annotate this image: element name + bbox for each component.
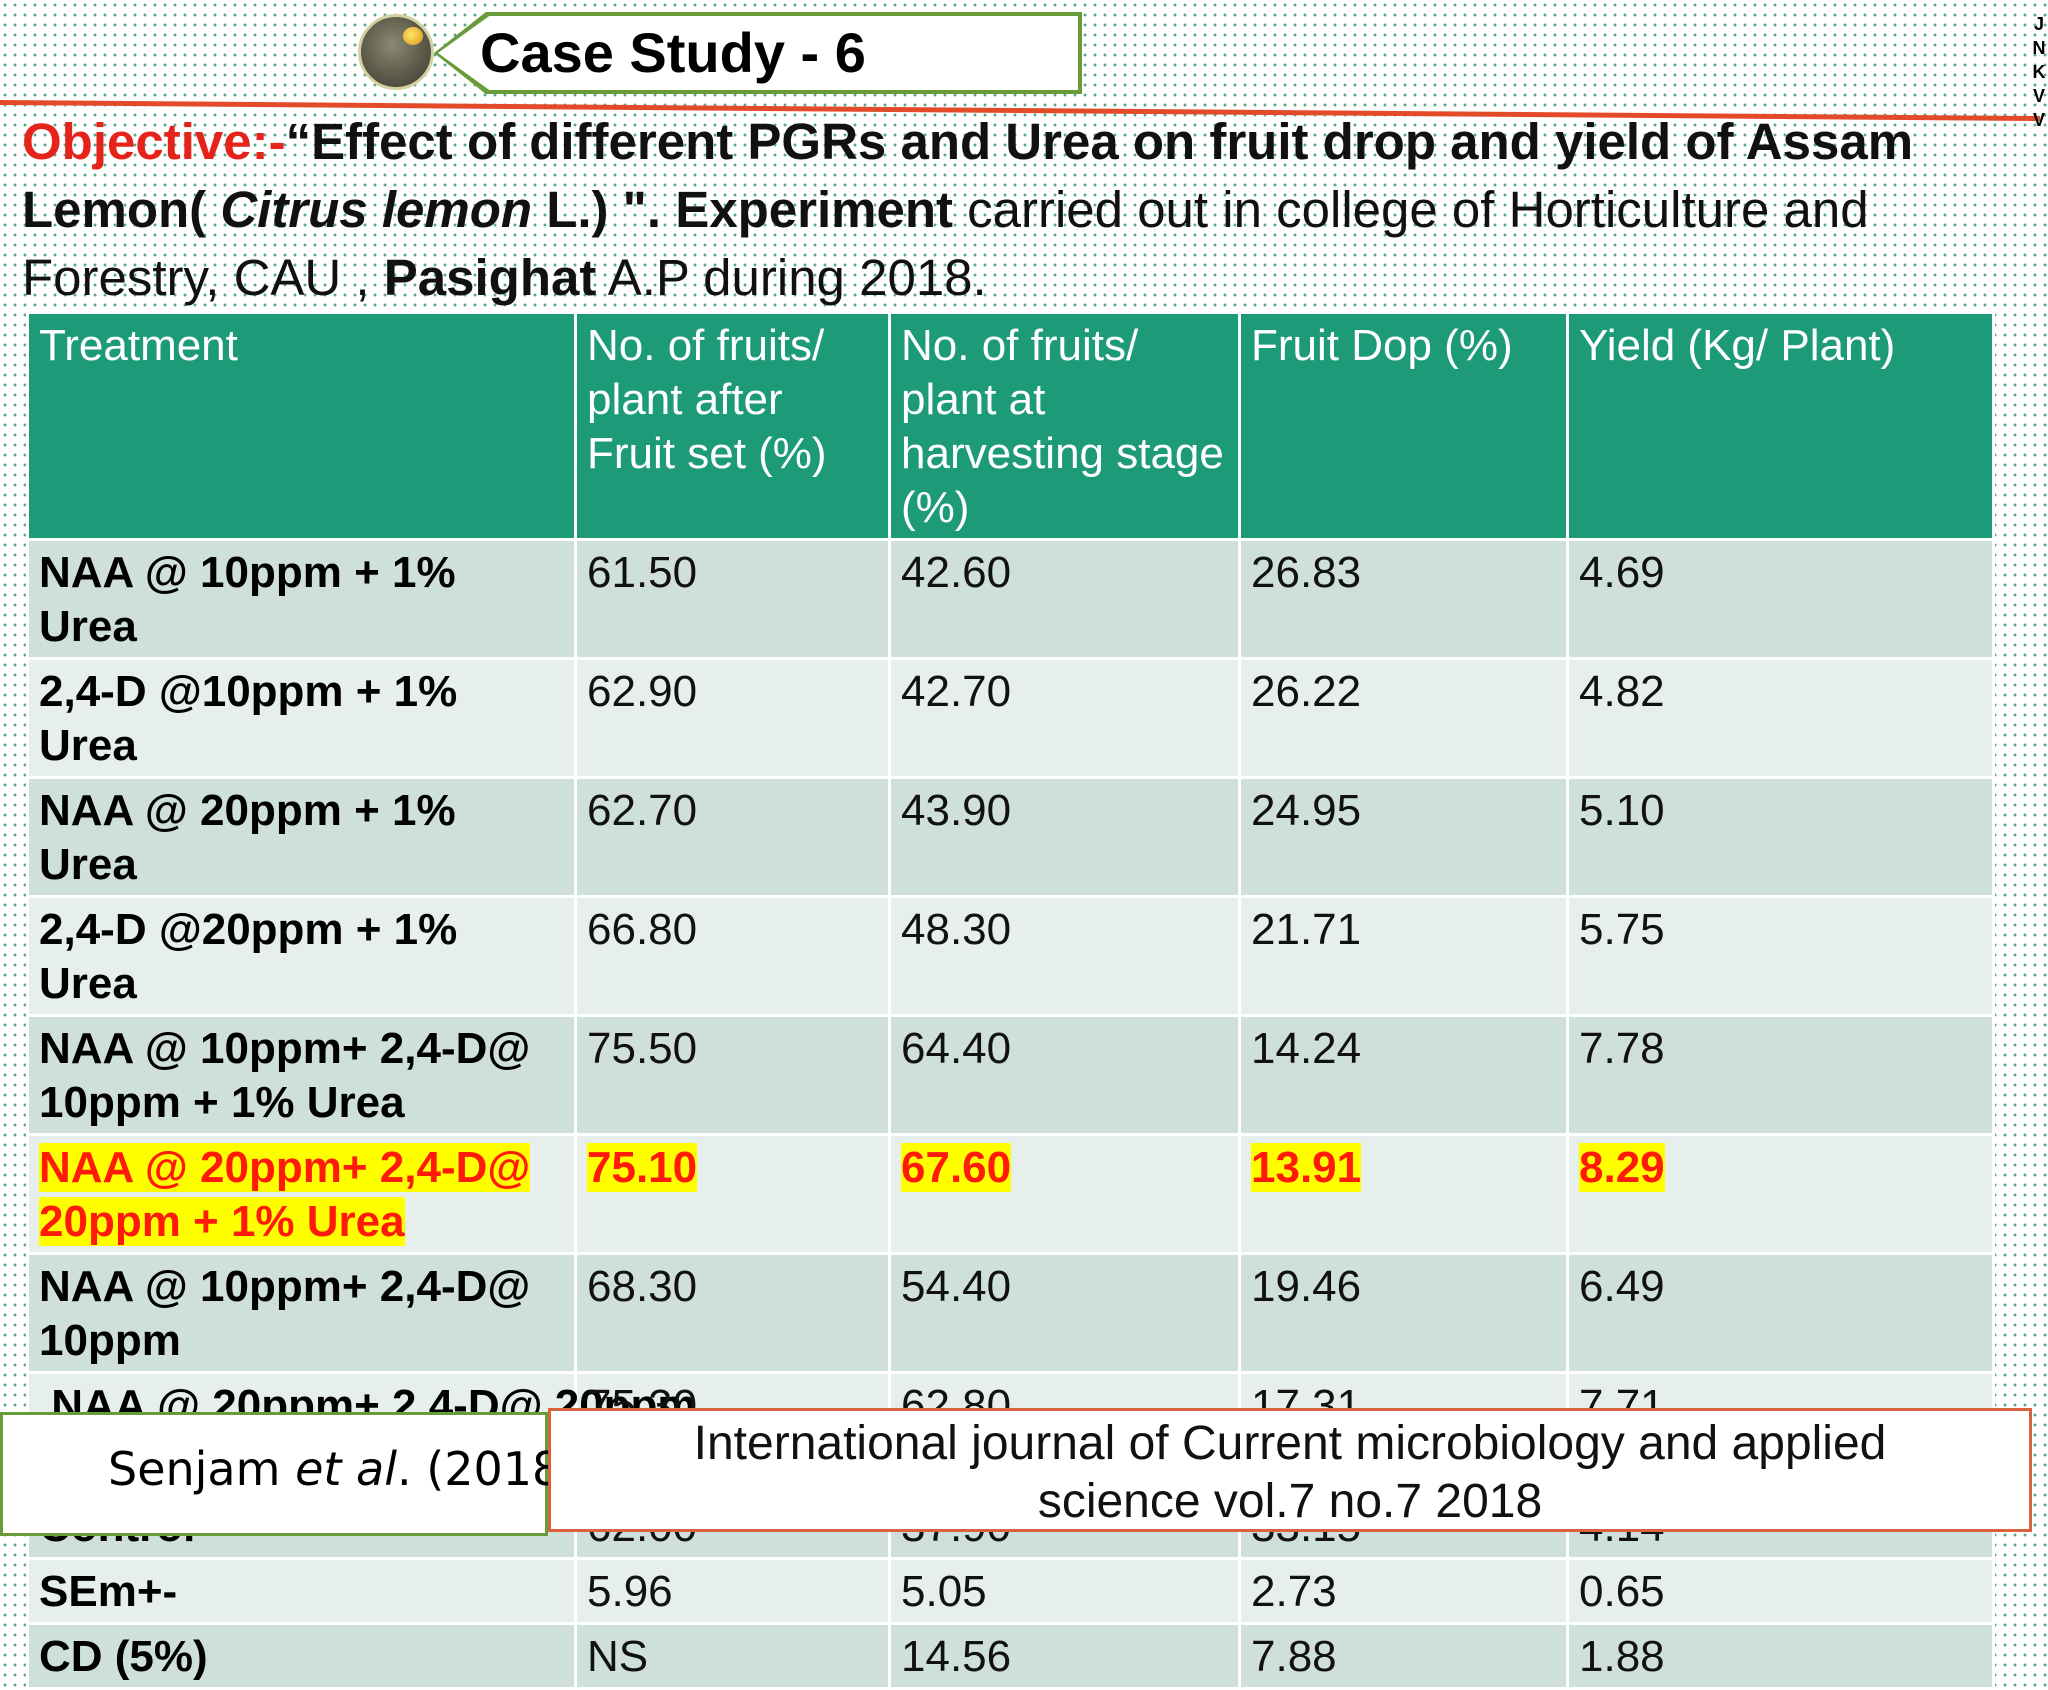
cell-harvest: 67.60: [888, 1133, 1241, 1255]
objective-quote: “Effect of different PGRs and Urea on fr…: [22, 113, 1914, 238]
cell-treatment: 2,4-D @20ppm + 1% Urea: [26, 895, 577, 1017]
cell-after-set: 61.50: [574, 538, 891, 660]
cell-treatment: 2,4-D @10ppm + 1% Urea: [26, 657, 577, 779]
cell-after-set: 66.80: [574, 895, 891, 1017]
results-table: Treatment No. of fruits/ plant after Fru…: [26, 311, 1995, 1690]
table-row-highlighted: NAA @ 20ppm+ 2,4-D@ 20ppm + 1% Urea 75.1…: [26, 1133, 1995, 1255]
cell-treatment: NAA @ 10ppm + 1% Urea: [26, 538, 577, 660]
experiment-word: Experiment: [675, 181, 953, 238]
table-row: 2,4-D @20ppm + 1% Urea 66.80 48.30 21.71…: [26, 895, 1995, 1017]
header-treatment: Treatment: [26, 311, 577, 541]
highlighted-text: 13.91: [1251, 1143, 1362, 1192]
species-after: L.) ".: [532, 181, 676, 238]
table-row: CD (5%) NS 14.56 7.88 1.88: [26, 1622, 1995, 1690]
title-box: [438, 16, 1078, 90]
cell-drop: 24.95: [1238, 776, 1569, 898]
cell-yield: 0.65: [1566, 1557, 1995, 1625]
cell-treatment: CD (5%): [26, 1622, 577, 1690]
cell-drop: 26.22: [1238, 657, 1569, 779]
cell-yield: 4.82: [1566, 657, 1995, 779]
author-etal: et al: [295, 1442, 397, 1496]
cell-treatment: NAA @ 20ppm+ 2,4-D@ 20ppm + 1% Urea: [26, 1133, 577, 1255]
cell-treatment: SEm+-: [26, 1557, 577, 1625]
cell-harvest: 5.05: [888, 1557, 1241, 1625]
cell-yield: 5.75: [1566, 895, 1995, 1017]
cell-after-set: 75.10: [574, 1133, 891, 1255]
cell-harvest: 42.70: [888, 657, 1241, 779]
cell-after-set: 62.70: [574, 776, 891, 898]
cell-drop: 2.73: [1238, 1557, 1569, 1625]
experiment-text: carried out in college of Horticulture a…: [22, 181, 1869, 306]
highlighted-text: NAA @ 20ppm+ 2,4-D@ 20ppm + 1% Urea: [39, 1143, 531, 1246]
place-name: Pasighat: [383, 249, 597, 306]
cell-harvest: 48.30: [888, 895, 1241, 1017]
highlighted-text: 67.60: [901, 1143, 1012, 1192]
cell-yield: 5.10: [1566, 776, 1995, 898]
cell-after-set: 62.90: [574, 657, 891, 779]
side-letter: J: [2033, 14, 2044, 34]
journal-line-1: International journal of Current microbi…: [693, 1417, 1887, 1470]
table-row: NAA @ 20ppm + 1% Urea 62.70 43.90 24.95 …: [26, 776, 1995, 898]
author-name: Senjam: [108, 1442, 296, 1496]
cell-after-set: 5.96: [574, 1557, 891, 1625]
cell-harvest: 43.90: [888, 776, 1241, 898]
cell-yield: 7.78: [1566, 1014, 1995, 1136]
citation-box: [0, 1412, 548, 1536]
cell-harvest: 14.56: [888, 1622, 1241, 1690]
side-logo-letters: J N K V V: [2030, 12, 2048, 132]
cell-treatment: NAA @ 10ppm+ 2,4-D@ 10ppm + 1% Urea: [26, 1014, 577, 1136]
header-fruits-after-set: No. of fruits/ plant after Fruit set (%): [574, 311, 891, 541]
cell-harvest: 54.40: [888, 1252, 1241, 1374]
table-row: NAA @ 10ppm+ 2,4-D@ 10ppm 68.30 54.40 19…: [26, 1252, 1995, 1374]
cell-yield: 6.49: [1566, 1252, 1995, 1374]
citation-author: Senjam et al. (2018): [108, 1442, 579, 1496]
highlighted-text: 75.10: [587, 1143, 698, 1192]
cell-after-set: 75.50: [574, 1014, 891, 1136]
objective-label: Objective:-: [22, 113, 286, 170]
cell-yield: 1.88: [1566, 1622, 1995, 1690]
journal-box: International journal of Current microbi…: [548, 1408, 2032, 1532]
header-fruit-drop: Fruit Dop (%): [1238, 311, 1569, 541]
header-yield: Yield (Kg/ Plant): [1566, 311, 1995, 541]
highlighted-text: 8.29: [1579, 1143, 1665, 1192]
header-fruits-harvest: No. of fruits/ plant at harvesting stage…: [888, 311, 1241, 541]
cell-yield: 8.29: [1566, 1133, 1995, 1255]
cell-treatment: NAA @ 20ppm + 1% Urea: [26, 776, 577, 898]
cell-drop: 19.46: [1238, 1252, 1569, 1374]
cell-after-set: 68.30: [574, 1252, 891, 1374]
cell-drop: 21.71: [1238, 895, 1569, 1017]
cell-treatment: NAA @ 10ppm+ 2,4-D@ 10ppm: [26, 1252, 577, 1374]
side-letter: V: [2032, 110, 2045, 130]
cell-drop: 13.91: [1238, 1133, 1569, 1255]
cell-after-set: NS: [574, 1622, 891, 1690]
journal-line-2: science vol.7 no.7 2018: [1037, 1475, 1543, 1528]
side-letter: V: [2032, 86, 2045, 106]
table-row: NAA @ 10ppm + 1% Urea 61.50 42.60 26.83 …: [26, 538, 1995, 660]
cell-drop: 14.24: [1238, 1014, 1569, 1136]
objective-paragraph: Objective:-“Effect of different PGRs and…: [22, 108, 2022, 312]
cell-drop: 7.88: [1238, 1622, 1569, 1690]
table-row: 2,4-D @10ppm + 1% Urea 62.90 42.70 26.22…: [26, 657, 1995, 779]
cell-harvest: 64.40: [888, 1014, 1241, 1136]
side-letter: K: [2032, 62, 2046, 82]
page-title: Case Study - 6: [480, 21, 866, 84]
table-row: SEm+- 5.96 5.05 2.73 0.65: [26, 1557, 1995, 1625]
cell-harvest: 42.60: [888, 538, 1241, 660]
lemon-photo-icon: [358, 14, 434, 90]
table-row: NAA @ 10ppm+ 2,4-D@ 10ppm + 1% Urea 75.5…: [26, 1014, 1995, 1136]
cell-drop: 26.83: [1238, 538, 1569, 660]
cell-yield: 4.69: [1566, 538, 1995, 660]
side-letter: N: [2032, 38, 2046, 58]
place-after: A.P during 2018.: [596, 249, 987, 306]
table-header-row: Treatment No. of fruits/ plant after Fru…: [26, 311, 1995, 541]
species-name: Citrus lemon: [220, 181, 533, 238]
